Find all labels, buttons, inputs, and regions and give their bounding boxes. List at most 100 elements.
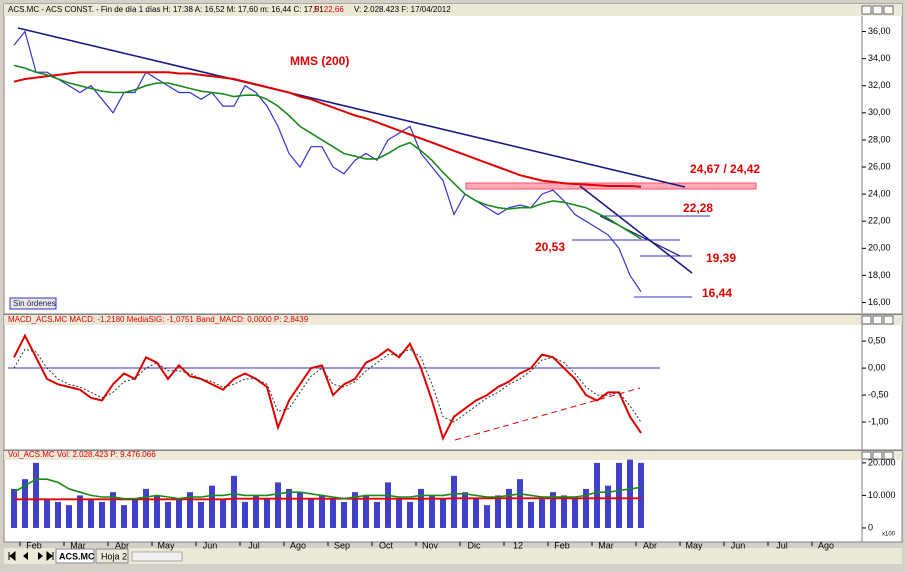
x-tick-label: May [685, 540, 703, 550]
volume-bar [176, 498, 182, 528]
panel-header [4, 4, 902, 16]
minimize-button[interactable] [861, 5, 872, 15]
first-tab-button[interactable] [8, 550, 16, 562]
x-tick-label: May [157, 540, 175, 550]
x-tick-label: Nov [422, 540, 439, 550]
volume-bar [297, 492, 303, 528]
volume-bar [330, 498, 336, 528]
volume-bar [407, 501, 413, 528]
x-tick-label: Mar [598, 540, 614, 550]
next-tab-button[interactable] [38, 552, 43, 560]
scale-note: x100 [882, 532, 896, 538]
volume-bar [572, 498, 578, 528]
volume-bar [209, 485, 215, 528]
y-tick-label: 22,00 [868, 216, 891, 226]
series-line [14, 497, 641, 501]
x-tick-label: Abr [115, 540, 129, 550]
volume-bar [264, 498, 270, 528]
prev-tab-button[interactable] [23, 552, 28, 560]
last-tab-button[interactable] [46, 550, 54, 562]
series-line [13, 348, 642, 423]
volume-bar [88, 498, 94, 528]
x-tick-label: Feb [554, 540, 570, 550]
volume-header: Vol_ACS.MC Vol: 2.028.423 P: 9.476.066 [8, 450, 156, 459]
volume-bar [374, 501, 380, 528]
volume-bar [638, 462, 644, 528]
volume-bar [484, 505, 490, 528]
x-tick-label: Ago [290, 540, 306, 550]
volume-bar [517, 479, 523, 528]
level-label: 24,67 / 24,42 [690, 162, 760, 176]
y-tick-label: 0,00 [868, 362, 886, 372]
y-tick-label: 20.000 [868, 457, 896, 467]
maximize-button[interactable] [872, 451, 883, 460]
x-tick-label: Abr [643, 540, 657, 550]
volume-bar [165, 501, 171, 528]
volume-bar [242, 501, 248, 528]
y-tick-label: 28,00 [868, 134, 891, 144]
tab-nav [8, 550, 54, 562]
minimize-button[interactable] [861, 315, 872, 325]
y-tick-label: 20,00 [868, 243, 891, 253]
volume-bar [363, 495, 369, 528]
volume-bar [33, 462, 39, 528]
close-button[interactable] [883, 451, 894, 460]
scrollbar[interactable] [131, 551, 183, 562]
volume-bar [22, 479, 28, 528]
level-label: 22,28 [683, 201, 713, 215]
panel-header [4, 451, 902, 460]
tab-label: ACS.MC [59, 551, 95, 561]
volume-bar [561, 495, 567, 528]
volume-bar [308, 498, 314, 528]
price-panel [3, 3, 903, 315]
y-tick-label: 0,50 [868, 335, 886, 345]
y-tick-label: 10.000 [868, 490, 896, 500]
trendline [579, 185, 693, 274]
trendline [17, 27, 686, 188]
orders-button[interactable] [9, 297, 57, 310]
x-tick-label: Mar [70, 540, 86, 550]
maximize-button[interactable] [872, 315, 883, 325]
sma-label: MMS (200) [290, 54, 349, 68]
series-line [13, 30, 642, 293]
tab[interactable] [95, 548, 129, 564]
series-line [13, 333, 642, 442]
y-tick-label: 36,00 [868, 26, 891, 36]
window-buttons [861, 5, 894, 460]
x-tick-label: Jun [203, 540, 218, 550]
x-tick-label: Feb [26, 540, 42, 550]
macd-trendline [454, 387, 641, 441]
volume-bar [451, 475, 457, 528]
volume-bar [352, 492, 358, 528]
x-tick-label: Oct [379, 540, 394, 550]
x-tick-label: Jul [248, 540, 260, 550]
volume-bar [396, 498, 402, 528]
volume-bar [286, 488, 292, 528]
header-info: ACS.MC - ACS CONST. - Fin de día 1 días … [8, 5, 324, 14]
volume-bar [550, 492, 556, 528]
volume-bar [44, 498, 50, 528]
x-tick-label: Jun [731, 540, 746, 550]
minimize-button[interactable] [861, 451, 872, 460]
volume-bar [132, 498, 138, 528]
maximize-button[interactable] [872, 5, 883, 15]
macd-header: MACD_ACS.MC MACD: -1,2180 MediaSIG: -1,0… [8, 315, 309, 324]
volume-bar [99, 501, 105, 528]
y-tick-label: 24,00 [868, 189, 891, 199]
volume-bar [528, 501, 534, 528]
close-button[interactable] [883, 5, 894, 15]
volume-bar [220, 498, 226, 528]
panel-header [4, 315, 902, 325]
orders-button-label: Sin órdenes [13, 299, 56, 308]
volume-bar [253, 495, 259, 528]
level-label: 19,39 [706, 251, 736, 265]
y-tick-label: 0 [868, 522, 873, 532]
series-line [13, 64, 642, 240]
y-tick-label: 32,00 [868, 80, 891, 90]
tab[interactable] [55, 548, 95, 564]
volume-bar [198, 501, 204, 528]
volume-bar [429, 495, 435, 528]
close-button[interactable] [883, 315, 894, 325]
volume-bar [473, 498, 479, 528]
